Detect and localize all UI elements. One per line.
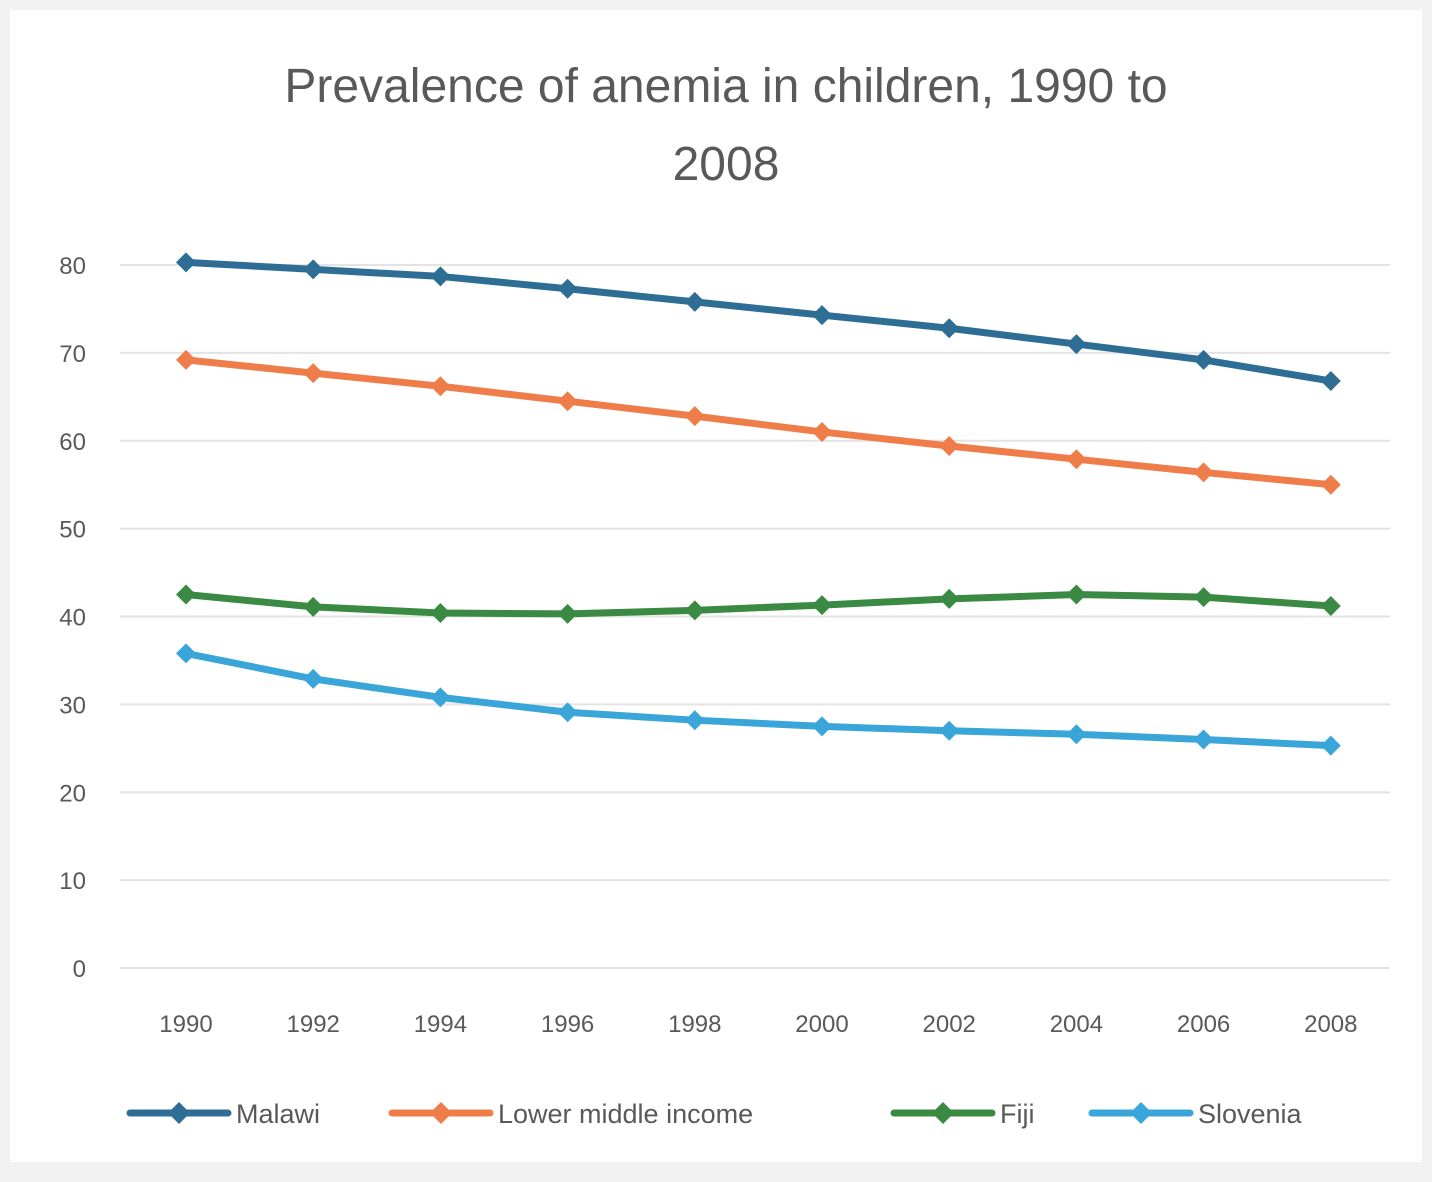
- data-point-malawi-2006: [1193, 349, 1214, 370]
- data-point-lower-middle-income-1998: [684, 406, 705, 427]
- x-tick-label-2002: 2002: [923, 1011, 976, 1038]
- chart-title-line-2: 2008: [673, 138, 780, 191]
- data-point-malawi-1996: [557, 278, 578, 299]
- series-fiji: [176, 584, 1341, 624]
- legend-item-lower-middle-income[interactable]: Lower middle income: [388, 1099, 753, 1129]
- y-tick-label-70: 70: [59, 341, 86, 368]
- series-slovenia: [176, 643, 1341, 756]
- data-point-fiji-1992: [303, 596, 324, 617]
- series-line-lower-middle-income: [182, 356, 1335, 489]
- x-tick-label-1996: 1996: [541, 1011, 594, 1038]
- data-point-slovenia-1994: [430, 687, 451, 708]
- data-point-fiji-1990: [176, 584, 196, 605]
- data-point-slovenia-1998: [684, 710, 705, 731]
- x-tick-label-1994: 1994: [414, 1011, 467, 1038]
- legend-label-slovenia: Slovenia: [1198, 1099, 1303, 1129]
- legend-item-malawi[interactable]: Malawi: [126, 1099, 320, 1129]
- data-point-slovenia-2000: [812, 716, 832, 737]
- data-point-fiji-2004: [1066, 584, 1087, 605]
- legend-swatch-marker-lower-middle-income: [430, 1102, 452, 1124]
- data-point-fiji-2000: [812, 595, 832, 616]
- x-tick-label-2004: 2004: [1050, 1011, 1103, 1038]
- data-point-fiji-2002: [939, 588, 960, 609]
- x-tick-label-2006: 2006: [1177, 1011, 1230, 1038]
- series-lower-middle-income: [176, 349, 1341, 495]
- legend-swatch-marker-malawi: [168, 1102, 190, 1124]
- data-point-lower-middle-income-2000: [812, 421, 832, 442]
- data-point-slovenia-1996: [557, 702, 578, 723]
- legend-item-fiji[interactable]: Fiji: [890, 1099, 1035, 1129]
- data-point-malawi-1998: [684, 291, 705, 312]
- data-point-slovenia-2002: [939, 720, 960, 741]
- y-tick-label-10: 10: [59, 868, 86, 895]
- legend-label-lower-middle-income: Lower middle income: [498, 1099, 753, 1129]
- chart-title-line-1: Prevalence of anemia in children, 1990 t…: [284, 60, 1167, 113]
- y-tick-label-0: 0: [73, 956, 86, 983]
- data-point-fiji-1996: [557, 603, 578, 624]
- data-point-fiji-2008: [1320, 595, 1341, 616]
- line-chart: Prevalence of anemia in children, 1990 t…: [59, 60, 1390, 1129]
- data-point-malawi-2000: [812, 305, 832, 326]
- data-point-malawi-2008: [1320, 370, 1341, 391]
- data-point-fiji-2006: [1193, 587, 1214, 608]
- y-tick-label-30: 30: [59, 692, 86, 719]
- legend-item-slovenia[interactable]: Slovenia: [1088, 1099, 1303, 1129]
- series-malawi: [176, 252, 1341, 391]
- series-line-slovenia: [182, 649, 1335, 750]
- chart-card: Prevalence of anemia in children, 1990 t…: [10, 10, 1422, 1162]
- data-point-lower-middle-income-2008: [1320, 474, 1341, 495]
- data-point-lower-middle-income-1996: [557, 391, 578, 412]
- data-point-slovenia-1992: [303, 668, 324, 689]
- data-point-malawi-1992: [303, 259, 324, 280]
- data-point-malawi-2002: [939, 318, 960, 339]
- y-tick-label-40: 40: [59, 605, 86, 632]
- legend-label-fiji: Fiji: [1000, 1099, 1035, 1129]
- series-line-fiji: [182, 591, 1335, 618]
- data-point-lower-middle-income-2006: [1193, 462, 1214, 483]
- data-point-slovenia-2006: [1193, 729, 1214, 750]
- data-point-malawi-2004: [1066, 334, 1087, 355]
- y-tick-label-20: 20: [59, 780, 86, 807]
- data-point-slovenia-2004: [1066, 724, 1087, 745]
- legend-swatch-marker-slovenia: [1130, 1102, 1152, 1124]
- x-tick-label-1998: 1998: [668, 1011, 721, 1038]
- data-point-slovenia-2008: [1320, 735, 1341, 756]
- data-point-lower-middle-income-1994: [430, 376, 451, 397]
- y-tick-label-60: 60: [59, 429, 86, 456]
- x-tick-label-2008: 2008: [1304, 1011, 1357, 1038]
- legend-label-malawi: Malawi: [236, 1099, 320, 1129]
- data-point-fiji-1994: [430, 602, 451, 623]
- data-point-fiji-1998: [684, 600, 705, 621]
- gridlines: [120, 264, 1390, 969]
- x-tick-label-2000: 2000: [795, 1011, 848, 1038]
- data-point-malawi-1990: [176, 252, 196, 273]
- data-point-lower-middle-income-2002: [939, 436, 960, 457]
- y-tick-label-50: 50: [59, 517, 86, 544]
- data-point-malawi-1994: [430, 266, 451, 287]
- data-point-lower-middle-income-2004: [1066, 449, 1087, 470]
- x-tick-label-1992: 1992: [287, 1011, 340, 1038]
- y-axis: 0 10 20 30 40 50 60 70 80: [59, 253, 86, 983]
- legend-swatch-marker-fiji: [932, 1102, 954, 1124]
- legend[interactable]: Malawi Lower middle income Fiji Slovenia: [126, 1099, 1303, 1129]
- series-group: [176, 252, 1341, 756]
- x-tick-label-1990: 1990: [159, 1011, 212, 1038]
- data-point-slovenia-1990: [176, 643, 196, 664]
- data-point-lower-middle-income-1992: [303, 363, 324, 384]
- x-axis: 1990 1992 1994 1996 1998 2000 2002 2004 2006 2008: [159, 1011, 1357, 1038]
- data-point-lower-middle-income-1990: [176, 349, 196, 370]
- y-tick-label-80: 80: [59, 253, 86, 280]
- series-line-malawi: [182, 258, 1335, 385]
